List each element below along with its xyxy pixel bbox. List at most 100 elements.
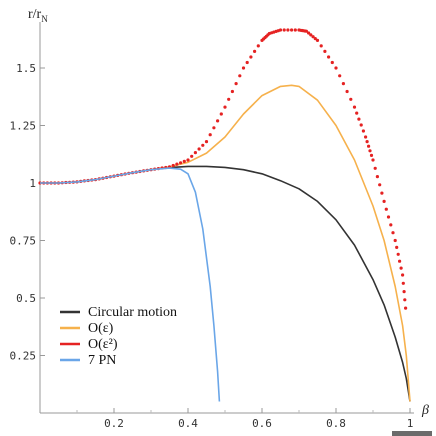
data-point: [375, 175, 379, 179]
y-axis-title-sub: N: [41, 14, 48, 24]
data-point: [249, 55, 253, 59]
data-point: [359, 123, 363, 127]
y-tick-label: 0.5: [16, 292, 36, 305]
series-line-7-pn: [40, 167, 221, 402]
data-point: [241, 66, 246, 70]
data-point: [323, 49, 327, 54]
data-point: [349, 97, 353, 101]
x-tick-label: 0.8: [326, 417, 346, 430]
data-point: [282, 28, 286, 32]
legend-label: O(ε²): [88, 337, 118, 352]
data-point: [179, 161, 183, 165]
footer-bar: [392, 431, 432, 436]
data-point: [212, 126, 216, 130]
data-point: [171, 163, 175, 168]
data-point: [238, 74, 242, 78]
x-tick-label: 1: [407, 417, 414, 430]
data-point: [364, 135, 368, 139]
data-point: [256, 44, 260, 48]
data-point: [313, 37, 317, 41]
x-tick-label: 0.2: [104, 417, 124, 430]
data-point: [399, 266, 403, 270]
data-point: [293, 28, 297, 32]
data-point: [307, 31, 311, 35]
data-point: [367, 144, 371, 148]
data-point: [396, 252, 400, 256]
data-point: [404, 306, 408, 310]
data-point: [386, 215, 391, 219]
y-axis-title: r/rN: [28, 7, 48, 24]
data-point: [190, 154, 194, 158]
y-tick-label: 1: [29, 177, 36, 190]
data-point: [304, 29, 308, 33]
y-tick-label: 0.75: [10, 235, 37, 248]
data-point: [355, 111, 359, 115]
legend-label: O(ε): [88, 321, 114, 336]
y-tick-label: 1.25: [10, 120, 37, 133]
y-tick-label: 1.5: [16, 62, 36, 75]
data-point: [345, 89, 349, 94]
x-tick-label: 0.6: [252, 417, 272, 430]
data-point: [352, 105, 357, 109]
legend-label: 7 PN: [88, 353, 116, 368]
data-point: [373, 166, 377, 170]
data-point: [311, 35, 315, 39]
data-point: [197, 147, 201, 151]
data-point: [219, 112, 223, 116]
data-point: [204, 140, 209, 144]
data-point: [378, 183, 382, 187]
data-point: [319, 44, 323, 48]
data-point: [175, 162, 179, 166]
legend-item: 7 PN: [60, 353, 116, 368]
data-point: [384, 207, 388, 211]
data-point: [182, 159, 186, 163]
data-point: [398, 259, 402, 263]
data-point: [216, 119, 220, 123]
data-point: [401, 273, 405, 277]
y-tick-label: 0.25: [10, 350, 37, 363]
data-point: [393, 238, 397, 243]
x-tick-label: 0.4: [178, 417, 198, 430]
data-point: [389, 223, 393, 227]
data-point: [223, 105, 227, 109]
series-layer: [38, 28, 411, 402]
data-point: [245, 60, 249, 65]
data-point: [290, 28, 294, 32]
data-point: [315, 38, 320, 43]
data-point: [395, 245, 399, 249]
data-point: [402, 290, 406, 294]
data-point: [230, 89, 234, 94]
data-point: [361, 129, 365, 133]
data-point: [278, 28, 283, 32]
series-o: [38, 28, 408, 310]
data-point: [338, 74, 342, 78]
data-point: [201, 143, 205, 147]
legend-item: Circular motion: [60, 305, 177, 320]
x-axis-title: β: [421, 403, 429, 418]
data-point: [227, 97, 231, 101]
data-point: [382, 199, 386, 203]
data-point: [401, 281, 405, 285]
y-axis-title-main: r/r: [28, 7, 42, 22]
data-point: [391, 231, 395, 235]
data-point: [368, 149, 372, 153]
data-point: [193, 151, 197, 155]
data-point: [403, 298, 407, 302]
data-point: [309, 33, 313, 37]
data-point: [334, 66, 338, 70]
data-point: [208, 133, 212, 137]
legend-item: O(ε²): [60, 337, 118, 352]
data-point: [327, 55, 331, 59]
data-point: [341, 82, 345, 86]
data-point: [234, 82, 238, 86]
legend-item: O(ε): [60, 321, 114, 336]
data-point: [371, 158, 375, 162]
data-point: [365, 140, 369, 144]
data-point: [380, 191, 384, 195]
data-point: [186, 158, 190, 162]
legend-label: Circular motion: [88, 305, 177, 320]
data-point: [253, 49, 257, 54]
